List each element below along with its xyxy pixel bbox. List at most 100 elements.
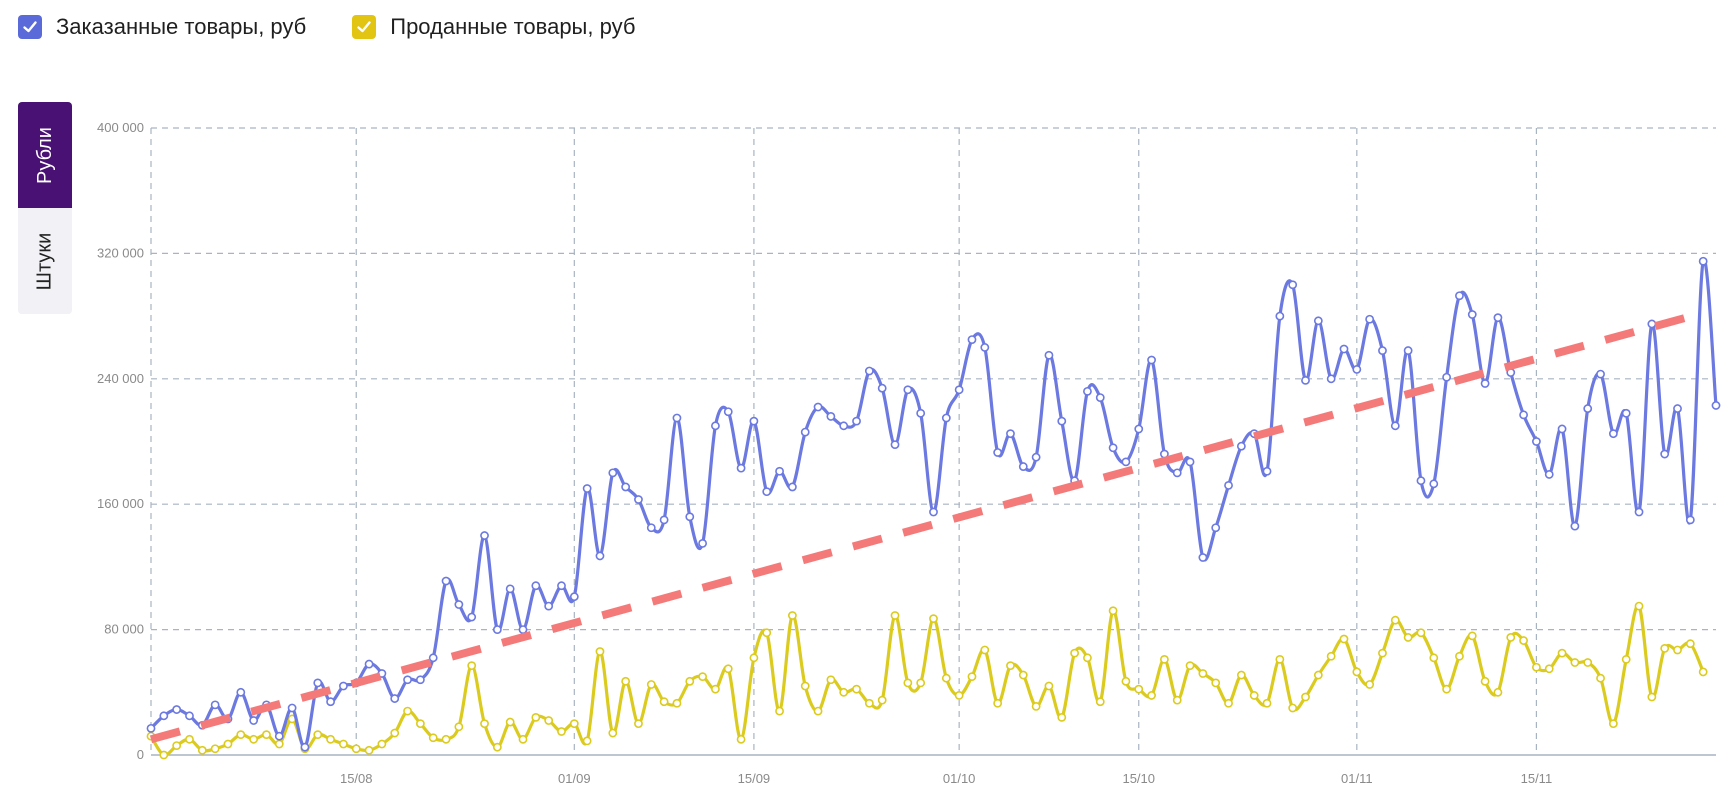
sold-point[interactable]	[762, 628, 772, 638]
ordered-point[interactable]	[646, 523, 656, 533]
ordered-point[interactable]	[185, 711, 194, 721]
checkbox-sold[interactable]	[352, 15, 377, 39]
sold-point[interactable]	[505, 717, 515, 727]
sold-point[interactable]	[428, 733, 438, 743]
ordered-point[interactable]	[775, 466, 784, 476]
checkbox-ordered[interactable]	[18, 15, 42, 39]
ordered-point[interactable]	[1313, 316, 1323, 326]
sold-point[interactable]	[544, 716, 554, 725]
ordered-point[interactable]	[941, 413, 951, 423]
sold-point[interactable]	[1544, 664, 1554, 674]
ordered-point[interactable]	[159, 711, 169, 721]
ordered-point[interactable]	[608, 468, 618, 478]
ordered-point[interactable]	[711, 421, 720, 431]
ordered-point[interactable]	[1339, 344, 1349, 354]
ordered-point[interactable]	[1018, 462, 1028, 471]
sold-point[interactable]	[1095, 697, 1105, 707]
ordered-point[interactable]	[929, 507, 938, 517]
ordered-point[interactable]	[1544, 470, 1554, 479]
ordered-point[interactable]	[877, 383, 887, 393]
sold-point[interactable]	[1557, 648, 1567, 658]
sold-point[interactable]	[980, 645, 990, 655]
sold-point[interactable]	[903, 678, 913, 688]
ordered-point[interactable]	[1288, 280, 1298, 290]
ordered-point[interactable]	[1519, 410, 1528, 420]
ordered-point[interactable]	[403, 675, 412, 685]
sold-point[interactable]	[916, 678, 926, 688]
sold-point[interactable]	[813, 706, 823, 716]
ordered-point[interactable]	[736, 463, 746, 473]
sold-point[interactable]	[1185, 661, 1195, 671]
sold-point[interactable]	[185, 734, 194, 744]
ordered-point[interactable]	[1198, 553, 1208, 562]
sold-point[interactable]	[236, 730, 246, 740]
ordered-point[interactable]	[723, 407, 733, 417]
sold-point[interactable]	[1057, 712, 1067, 722]
ordered-point[interactable]	[1147, 355, 1156, 365]
ordered-point[interactable]	[839, 421, 849, 431]
sold-point[interactable]	[941, 673, 951, 683]
sold-point[interactable]	[1249, 691, 1259, 700]
ordered-point[interactable]	[274, 731, 284, 741]
ordered-point[interactable]	[582, 484, 592, 493]
sold-point[interactable]	[1621, 654, 1631, 664]
sold-point[interactable]	[1493, 687, 1503, 697]
sold-point[interactable]	[698, 672, 707, 682]
sold-point[interactable]	[954, 691, 964, 700]
ordered-point[interactable]	[210, 700, 220, 710]
sold-point[interactable]	[1442, 684, 1452, 694]
ordered-point[interactable]	[1262, 466, 1272, 476]
sold-point[interactable]	[1339, 634, 1349, 644]
sold-point[interactable]	[1608, 719, 1618, 729]
sold-point[interactable]	[441, 734, 451, 744]
ordered-point[interactable]	[569, 592, 579, 602]
sold-point[interactable]	[1172, 695, 1182, 705]
sold-point[interactable]	[582, 736, 592, 746]
sold-point[interactable]	[1070, 648, 1080, 658]
sold-point[interactable]	[1416, 628, 1426, 638]
ordered-point[interactable]	[1352, 364, 1362, 374]
sold-point[interactable]	[1121, 676, 1131, 686]
sold-point[interactable]	[1147, 691, 1156, 700]
sold-point[interactable]	[659, 697, 669, 707]
ordered-point[interactable]	[557, 581, 566, 591]
ordered-point[interactable]	[441, 576, 451, 586]
sold-point[interactable]	[852, 684, 861, 694]
sold-point[interactable]	[839, 687, 849, 697]
ordered-point[interactable]	[672, 413, 682, 423]
sold-point[interactable]	[1506, 633, 1516, 642]
ordered-point[interactable]	[480, 531, 489, 540]
ordered-point[interactable]	[1416, 476, 1426, 486]
toggle-rubles-button[interactable]: Рубли	[18, 102, 72, 208]
ordered-point[interactable]	[1403, 346, 1413, 355]
ordered-point[interactable]	[621, 482, 631, 492]
ordered-point[interactable]	[993, 448, 1003, 457]
sold-point[interactable]	[967, 672, 977, 682]
ordered-point[interactable]	[1378, 346, 1387, 355]
ordered-point[interactable]	[826, 412, 836, 421]
sold-point[interactable]	[1044, 681, 1054, 691]
ordered-point[interactable]	[1647, 319, 1657, 329]
sold-point[interactable]	[646, 680, 656, 689]
sold-point[interactable]	[864, 698, 874, 708]
sold-point[interactable]	[1570, 658, 1580, 667]
ordered-point[interactable]	[1134, 424, 1144, 434]
ordered-point[interactable]	[1095, 393, 1105, 403]
sold-point[interactable]	[1275, 654, 1285, 664]
sold-point[interactable]	[492, 742, 502, 752]
sold-point[interactable]	[1634, 601, 1644, 611]
ordered-point[interactable]	[1365, 314, 1375, 324]
ordered-point[interactable]	[685, 512, 695, 522]
sold-point[interactable]	[1160, 654, 1169, 664]
ordered-point[interactable]	[1634, 507, 1644, 517]
ordered-point[interactable]	[916, 408, 926, 418]
sold-point[interactable]	[172, 741, 182, 750]
sold-point[interactable]	[1685, 639, 1695, 649]
sold-point[interactable]	[1378, 648, 1387, 658]
sold-point[interactable]	[621, 676, 631, 686]
ordered-point[interactable]	[415, 675, 425, 685]
ordered-point[interactable]	[903, 385, 913, 395]
sold-point[interactable]	[1352, 667, 1362, 677]
sold-point[interactable]	[454, 722, 464, 732]
ordered-point[interactable]	[300, 742, 310, 752]
